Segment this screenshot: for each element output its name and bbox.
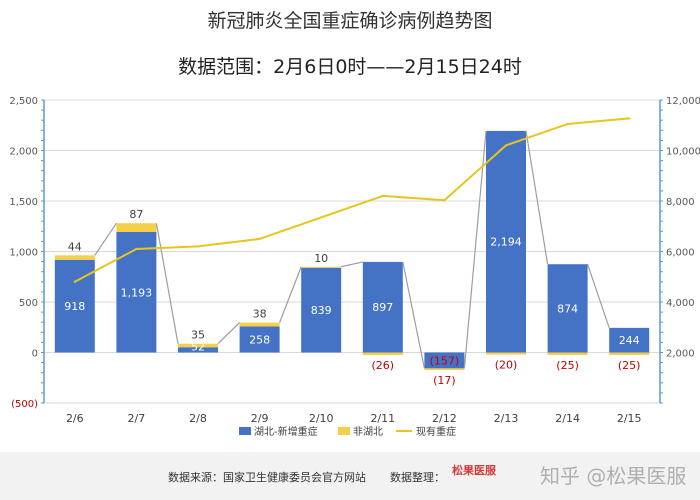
x-axis-tick-label: 2/7 <box>128 412 146 425</box>
bar-label-non-hubei: (25) <box>556 359 579 372</box>
left-axis-tick-label: 1,500 <box>9 197 38 208</box>
line-point-existing-severe <box>381 194 384 198</box>
left-axis-tick-label: 2,500 <box>9 96 38 107</box>
legend-label-hubei: 湖北-新增重症 <box>254 425 318 438</box>
line-point-existing-severe <box>73 280 77 283</box>
right-axis-tick-label: 4,000 <box>666 298 695 309</box>
bar-non-hubei <box>54 255 95 260</box>
bar-label-non-hubei: (25) <box>618 359 641 372</box>
bar-hubei-new-severe <box>486 130 526 353</box>
left-axis-tick-label: (500) <box>11 399 38 410</box>
brand-logo: 松果医服 <box>452 460 502 492</box>
line-point-existing-severe <box>566 122 569 126</box>
bar-connector-line <box>94 222 117 256</box>
line-point-existing-severe <box>628 117 631 120</box>
chart-title: 新冠肺炎全国重症确诊病例趋势图 <box>207 10 493 32</box>
x-axis-tick-label: 2/10 <box>309 412 334 425</box>
bar-connector-line <box>525 130 549 265</box>
bar-label-non-hubei: 10 <box>314 252 328 265</box>
data-source-text: 数据来源：国家卫生健康委员会官方网站 <box>168 471 366 484</box>
left-axis-tick-label: 0 <box>32 349 38 360</box>
bar-label-hubei: 244 <box>619 334 640 347</box>
line-point-existing-severe <box>135 247 138 251</box>
bar-label-non-hubei: (17) <box>433 374 456 387</box>
bar-label-non-hubei: 35 <box>191 329 205 342</box>
bar-label-hubei: 52 <box>191 341 205 354</box>
chart-panel: (500) 0 500 1,000 1,500 2,000 2,500 2,000 4,000 6… <box>0 90 700 447</box>
right-axis-tick-label: 10,000 <box>666 147 700 158</box>
bar-label-hubei: 1,193 <box>121 286 153 299</box>
bar-hubei-new-severe <box>301 267 342 353</box>
bar-connector-line <box>217 322 241 345</box>
bar-non-hubei <box>362 352 403 356</box>
bar-hubei-new-severe <box>116 232 157 353</box>
right-axis-tick-label: 12,000 <box>666 96 700 107</box>
x-axis-tick-label: 2/12 <box>432 412 457 425</box>
left-axis-tick-label: 500 <box>19 298 38 309</box>
chart: (500) 0 500 1,000 1,500 2,000 2,500 2,000 4,000 6… <box>9 96 700 438</box>
x-axis-tick-label: 2/8 <box>189 412 207 425</box>
bar-hubei-new-severe <box>424 352 465 369</box>
x-axis-tick-label: 2/6 <box>66 412 84 425</box>
legend-swatch-non-hubei <box>338 427 350 435</box>
bar-label-hubei: 258 <box>249 333 270 346</box>
bar-hubei-new-severe <box>547 264 588 353</box>
bar-label-non-hubei: 38 <box>253 308 267 321</box>
left-axis-tick-label: 2,000 <box>9 147 38 158</box>
brand-logo-text: 松果医服 <box>452 464 496 477</box>
bar-non-hubei <box>547 352 588 356</box>
bar-connector-line <box>279 266 302 323</box>
right-axis-tick-label: 6,000 <box>666 248 695 259</box>
legend-label-non-hubei: 非湖北 <box>353 426 383 438</box>
left-axis-tick-label: 1,000 <box>9 248 38 259</box>
x-axis-tick-label: 2/15 <box>617 412 642 425</box>
bar-label-non-hubei: 87 <box>129 208 143 221</box>
footer: 数据来源：国家卫生健康委员会官方网站 数据整理： 松果医服 知乎 @松果医服 <box>0 452 700 500</box>
bar-connector-line <box>155 223 179 344</box>
bar-non-hubei <box>116 223 157 233</box>
bar-hubei-new-severe <box>178 347 218 353</box>
x-axis-tick-label: 2/9 <box>251 412 269 425</box>
line-point-existing-severe <box>504 144 508 147</box>
bar-label-hubei: 897 <box>372 301 393 314</box>
bar-label-non-hubei: 44 <box>68 240 82 253</box>
x-axis-tick-label: 2/13 <box>494 412 519 425</box>
line-point-existing-severe <box>443 199 446 202</box>
bar-label-hubei: (157) <box>430 354 460 367</box>
bar-non-hubei <box>301 266 342 268</box>
chart-subtitle: 数据范围：2月6日0时——2月15日24时 <box>178 56 522 78</box>
x-axis-tick-label: 2/11 <box>370 412 395 425</box>
bar-label-hubei: 2,194 <box>490 236 522 249</box>
compiled-by-text: 数据整理： <box>390 471 445 484</box>
bar-connector-line <box>587 264 610 329</box>
right-axis-tick-label: 2,000 <box>666 349 695 360</box>
bar-non-hubei <box>239 322 280 327</box>
bar-label-non-hubei: (26) <box>372 359 395 372</box>
bar-connector-line <box>341 261 363 268</box>
bar-non-hubei <box>178 343 218 348</box>
line-existing-severe <box>74 117 630 283</box>
line-point-existing-severe <box>196 245 200 248</box>
bar-connector-line <box>463 130 487 369</box>
bar-hubei-new-severe <box>239 326 280 353</box>
x-axis-tick-label: 2/14 <box>555 412 580 425</box>
bar-label-hubei: 874 <box>557 302 578 315</box>
bar-label-hubei: 839 <box>311 304 332 317</box>
line-point-existing-severe <box>320 216 323 219</box>
bar-non-hubei <box>486 352 526 355</box>
bar-label-non-hubei: (20) <box>495 359 518 372</box>
watermark: 知乎 @松果医服 <box>540 464 687 488</box>
right-axis-tick-label: 8,000 <box>666 197 695 208</box>
bar-connector-line <box>402 261 425 369</box>
bar-hubei-new-severe <box>609 327 650 353</box>
bar-non-hubei <box>424 368 465 371</box>
legend-label-existing-severe: 现有重症 <box>416 425 456 438</box>
legend-swatch-hubei <box>239 427 251 435</box>
bar-hubei-new-severe <box>362 261 403 353</box>
line-point-existing-severe <box>258 237 261 241</box>
bar-label-hubei: 918 <box>64 300 85 313</box>
bar-non-hubei <box>609 352 650 356</box>
